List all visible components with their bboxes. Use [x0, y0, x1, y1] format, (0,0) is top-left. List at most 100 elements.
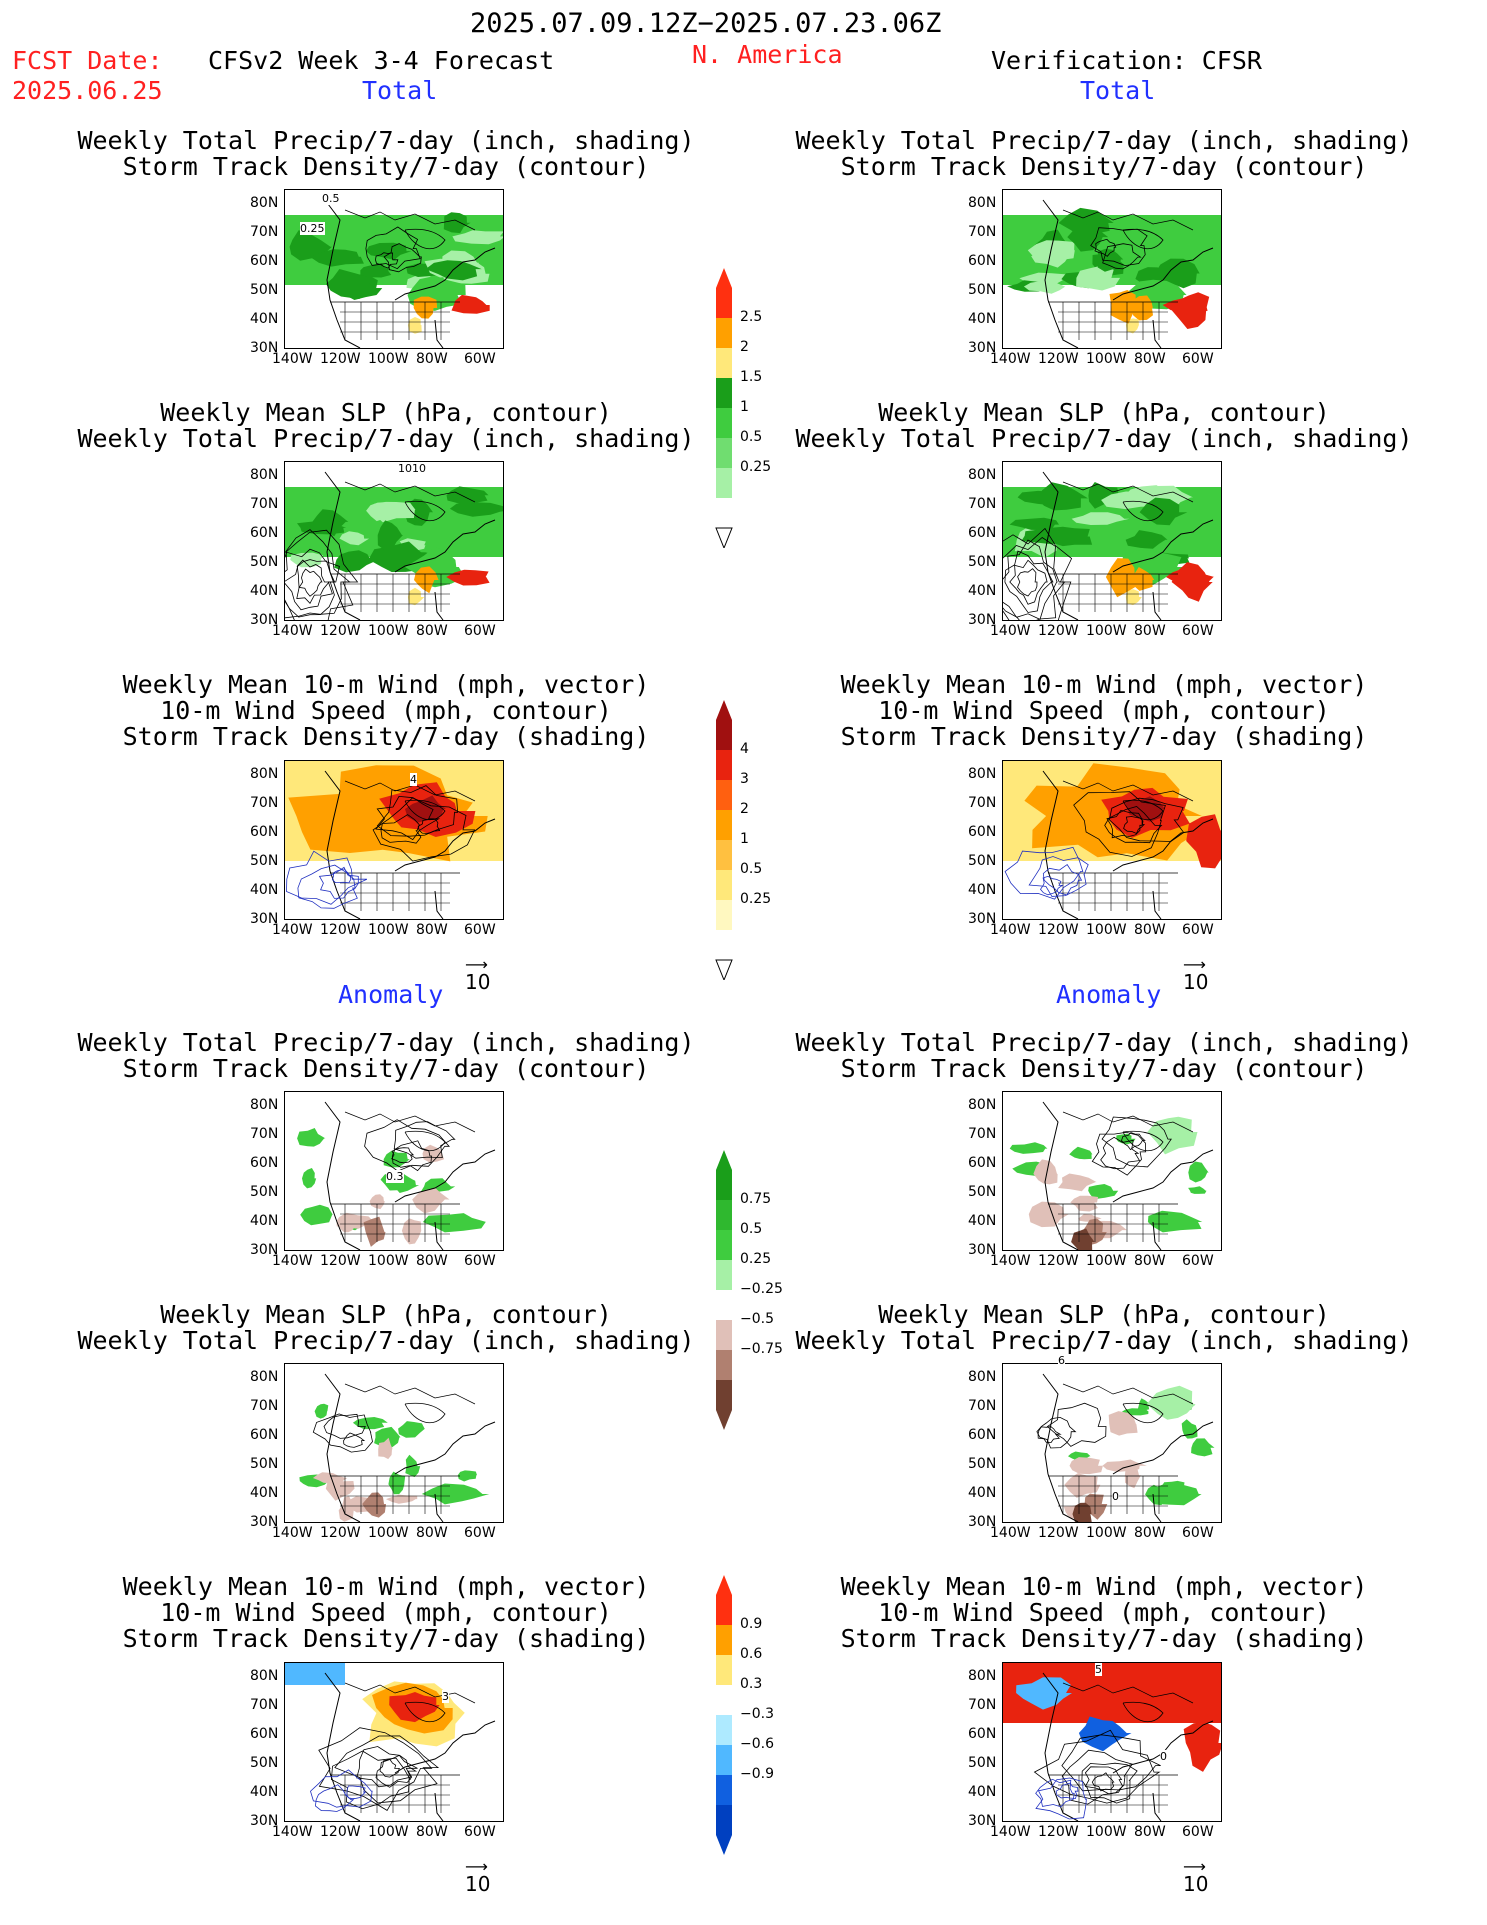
lat-label: 70N: [250, 795, 279, 811]
lat-label: 80N: [250, 1369, 279, 1385]
lat-label: 50N: [968, 1755, 997, 1771]
lat-label: 70N: [968, 1697, 997, 1713]
map-panel: [1002, 760, 1222, 920]
lon-label: 120W: [320, 1253, 361, 1269]
lat-label: 60N: [250, 1155, 279, 1171]
lon-label: 140W: [990, 623, 1031, 639]
lat-label: 60N: [968, 253, 997, 269]
lon-label: 80W: [1134, 1525, 1166, 1541]
lat-label: 50N: [250, 853, 279, 869]
lat-label: 50N: [968, 1456, 997, 1472]
lat-label: 80N: [250, 467, 279, 483]
panel5-title: Weekly Mean 10-m Wind (mph, vector) 10-m …: [122, 670, 650, 751]
lat-label: 60N: [968, 525, 997, 541]
lon-label: 80W: [416, 1253, 448, 1269]
colorbar-tick-label: 0.6: [740, 1646, 763, 1662]
colorbar-tick-label: 0.75: [740, 1191, 772, 1207]
panel10-title: Weekly Mean SLP (hPa, contour) Weekly Tot…: [795, 1300, 1413, 1355]
lat-label: 30N: [250, 340, 279, 356]
lon-label: 60W: [464, 351, 496, 367]
lat-label: 60N: [968, 1726, 997, 1742]
lon-label: 60W: [1182, 1253, 1214, 1269]
section-anomaly-right: Anomaly: [1056, 980, 1162, 1009]
lon-label: 140W: [990, 351, 1031, 367]
colorbar-tick-label: 2.5: [740, 309, 763, 325]
colorbar-tick-label: 0.25: [740, 1251, 772, 1267]
lat-label: 30N: [250, 911, 279, 927]
lat-label: 30N: [250, 612, 279, 628]
colorbar-tick-label: 0.25: [740, 891, 772, 907]
colorbar-track-total: [715, 700, 733, 980]
panel8-title: Weekly Total Precip/7-day (inch, shading…: [795, 1028, 1413, 1083]
lat-label: 30N: [968, 1813, 997, 1829]
lat-label: 80N: [250, 766, 279, 782]
lat-label: 40N: [968, 882, 997, 898]
colorbar-tick-label: 1.5: [740, 369, 763, 385]
lat-label: 40N: [968, 1784, 997, 1800]
lon-label: 140W: [272, 1824, 313, 1840]
panel7-title: Weekly Total Precip/7-day (inch, shading…: [77, 1028, 695, 1083]
colorbar-tick-label: 4: [740, 741, 749, 757]
section-total-right: Total: [1080, 76, 1156, 105]
vector-reference: ⟶ 10: [1183, 1857, 1209, 1897]
lat-label: 70N: [968, 224, 997, 240]
lat-label: 60N: [250, 1726, 279, 1742]
colorbar-tick-label: −0.3: [740, 1706, 774, 1722]
colorbar-precip-anom: [716, 1150, 732, 1430]
lat-label: 50N: [250, 1456, 279, 1472]
lon-label: 120W: [1038, 623, 1079, 639]
lon-label: 80W: [1134, 1824, 1166, 1840]
model-title: CFSv2 Week 3-4 Forecast: [208, 46, 555, 75]
lat-label: 80N: [250, 195, 279, 211]
lat-label: 80N: [968, 1668, 997, 1684]
contour-label: 0.3: [386, 1170, 404, 1183]
lon-label: 100W: [1086, 1525, 1127, 1541]
lat-label: 60N: [968, 1427, 997, 1443]
panel9-title: Weekly Mean SLP (hPa, contour) Weekly Tot…: [77, 1300, 695, 1355]
lat-label: 40N: [250, 1784, 279, 1800]
colorbar-tick-label: 1: [740, 399, 749, 415]
lat-label: 50N: [968, 853, 997, 869]
map-panel: [284, 1662, 504, 1822]
colorbar-tick-label: 0.9: [740, 1616, 763, 1632]
lat-label: 60N: [250, 253, 279, 269]
map-panel: [1002, 1091, 1222, 1251]
colorbar-tick-label: −0.9: [740, 1766, 774, 1782]
lat-label: 30N: [968, 911, 997, 927]
lon-label: 140W: [272, 922, 313, 938]
map-panel: [284, 1363, 504, 1523]
lat-label: 70N: [968, 795, 997, 811]
period-title: 2025.07.09.12Z−2025.07.23.06Z: [470, 8, 942, 39]
colorbar-tick-label: 0.5: [740, 861, 763, 877]
lon-label: 100W: [368, 1525, 409, 1541]
contour-label: 0: [1160, 1750, 1167, 1763]
lat-label: 70N: [250, 1126, 279, 1142]
lon-label: 80W: [416, 1525, 448, 1541]
lat-label: 70N: [250, 224, 279, 240]
lat-label: 70N: [968, 496, 997, 512]
lon-label: 60W: [1182, 623, 1214, 639]
lon-label: 100W: [368, 1824, 409, 1840]
lat-label: 40N: [968, 311, 997, 327]
lat-label: 30N: [968, 1514, 997, 1530]
lat-label: 40N: [250, 311, 279, 327]
map-panel: [284, 189, 504, 349]
lon-label: 60W: [464, 1824, 496, 1840]
contour-label: 0.5: [322, 192, 340, 205]
lon-label: 140W: [272, 1525, 313, 1541]
lon-label: 60W: [1182, 1824, 1214, 1840]
contour-label: 0: [1112, 1490, 1119, 1503]
lon-label: 80W: [416, 922, 448, 938]
map-panel: [284, 760, 504, 920]
lon-label: 140W: [990, 1253, 1031, 1269]
lat-label: 40N: [968, 1213, 997, 1229]
panel4-title: Weekly Mean SLP (hPa, contour) Weekly Tot…: [795, 398, 1413, 453]
colorbar-tick-label: 0.5: [740, 429, 763, 445]
lat-label: 30N: [968, 340, 997, 356]
colorbar-tick-label: 0.5: [740, 1221, 763, 1237]
lat-label: 40N: [968, 1485, 997, 1501]
colorbar-tick-label: 0.25: [740, 459, 772, 475]
lat-label: 30N: [968, 1242, 997, 1258]
lat-label: 70N: [968, 1126, 997, 1142]
lat-label: 60N: [250, 525, 279, 541]
